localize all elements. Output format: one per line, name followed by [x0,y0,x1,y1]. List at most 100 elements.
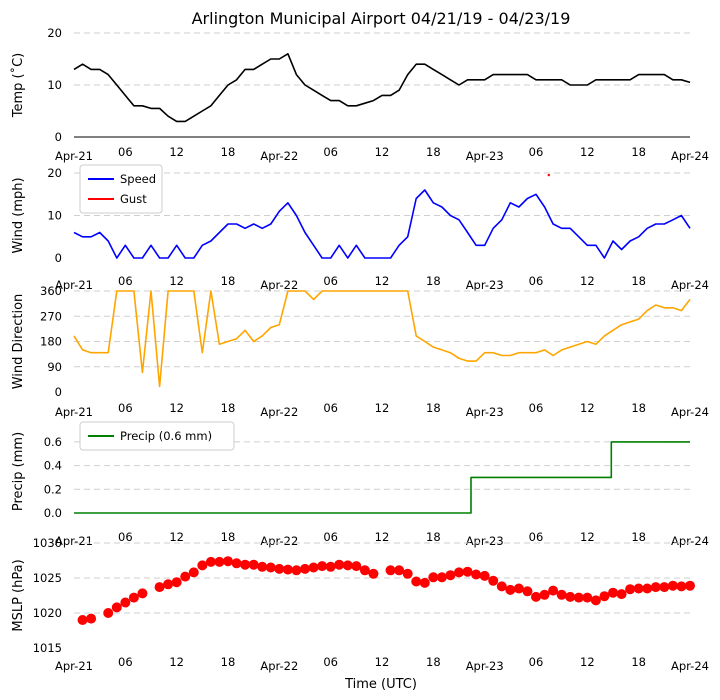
y-tick-label: 1025 [33,571,62,585]
x-tick-label: 12 [169,530,184,544]
x-tick-label: 18 [631,274,646,288]
y-tick-label: 0.0 [44,506,62,520]
legend-label: Speed [120,172,156,186]
legend-box [79,421,235,451]
x-tick-label: Apr-24 [671,405,709,419]
legend-box [79,164,163,214]
data-point [454,567,464,578]
x-tick-label: 18 [221,530,236,544]
x-tick-label: 18 [631,530,646,544]
panel-wind: 0 10 20 Apr-21 06 12 18 Apr-22 06 12 18 Apr-23 06 12 1… [11,164,709,292]
x-tick-label: 06 [529,530,544,544]
data-point [685,580,695,591]
y-tick-label: 10 [47,78,62,92]
legend: Precip (0.6 mm) [79,421,235,451]
legend-label: Gust [120,192,147,206]
data-point [351,561,362,572]
data-point [240,559,251,570]
data-point [590,595,601,606]
x-tick-label: 18 [426,530,441,544]
x-tick-label: 12 [169,655,184,669]
data-point [608,587,618,598]
x-tick-label: Apr-23 [466,149,504,163]
data-point [522,586,533,597]
x-tick-label: 06 [529,274,544,288]
data-point [394,565,405,576]
data-point [248,559,259,570]
x-tick-label: 06 [323,145,338,159]
data-point [231,558,242,569]
legend-label: Precip (0.6 mm) [120,429,212,443]
x-tick-label: 18 [426,401,441,415]
data-point [402,568,413,579]
data-point [265,562,276,573]
x-tick-label: Apr-23 [466,278,504,292]
x-tick-label: 12 [580,145,595,159]
data-point [111,602,122,613]
data-point [616,589,627,600]
x-tick-label: 12 [580,655,595,669]
data-point [642,583,653,594]
data-point [676,581,687,592]
data-point [436,572,447,583]
x-tick-label: 18 [631,401,646,415]
x-tick-label: 06 [323,655,338,669]
data-point [539,589,550,600]
x-tick-label: 06 [323,530,338,544]
x-tick-label: Apr-22 [260,534,298,548]
data-point [317,561,328,572]
y-tick-label: 1030 [33,536,62,550]
panel-precip: 0.0 0.2 0.4 0.6 Apr-21 06 12 18 Apr-22 06 12 18 Apr-… [11,421,709,548]
data-point [205,556,216,567]
data-point [633,583,644,594]
data-point [513,583,524,594]
data-point [188,567,199,578]
x-tick-label: 12 [169,401,184,415]
x-tick-label: 12 [375,274,390,288]
x-tick-label: 18 [221,401,236,415]
x-tick-label: Apr-22 [260,278,298,292]
y-tick-label: 1015 [33,641,62,655]
x-tick-label: Apr-24 [671,278,709,292]
data-point [128,592,139,603]
data-point [197,560,208,571]
chart-title: Arlington Municipal Airport 04/21/19 - 0… [192,9,571,28]
x-tick-label: Apr-21 [55,405,93,419]
y-tick-label: 0.2 [44,482,62,496]
data-point [419,577,430,588]
x-tick-label: 12 [580,530,595,544]
data-point [154,582,165,593]
data-point [565,591,576,602]
data-point [257,561,268,572]
y-tick-label: 1020 [33,606,62,620]
data-point [556,589,567,600]
panel-temp: 0 10 20 Apr-21 06 12 18 Apr-22 06 12 18 Apr-23 06 12 1… [10,26,709,163]
series-wdir [73,290,691,388]
x-tick-label: 12 [169,145,184,159]
x-tick-label: 06 [118,530,133,544]
data-point [274,563,285,574]
x-tick-label: 06 [323,274,338,288]
data-point [325,561,336,572]
data-point [334,559,345,570]
x-tick-label: Apr-22 [260,405,298,419]
x-tick-label: 06 [529,655,544,669]
x-tick-label: 06 [118,145,133,159]
y-tick-label: 180 [40,335,62,349]
x-tick-label: Apr-24 [671,659,709,673]
x-tick-label: 18 [221,274,236,288]
x-tick-label: 18 [426,145,441,159]
x-tick-label: 18 [221,145,236,159]
x-tick-label: 12 [580,274,595,288]
x-tick-label: Apr-23 [466,659,504,673]
y-tick-label: 0.4 [44,459,62,473]
y-tick-label: 20 [47,26,62,40]
series-gust [547,173,551,177]
y-tick-label: 360 [40,284,62,298]
data-point [479,570,490,581]
x-tick-label: 06 [323,401,338,415]
data-point [359,565,370,576]
x-tick-label: 18 [426,274,441,288]
